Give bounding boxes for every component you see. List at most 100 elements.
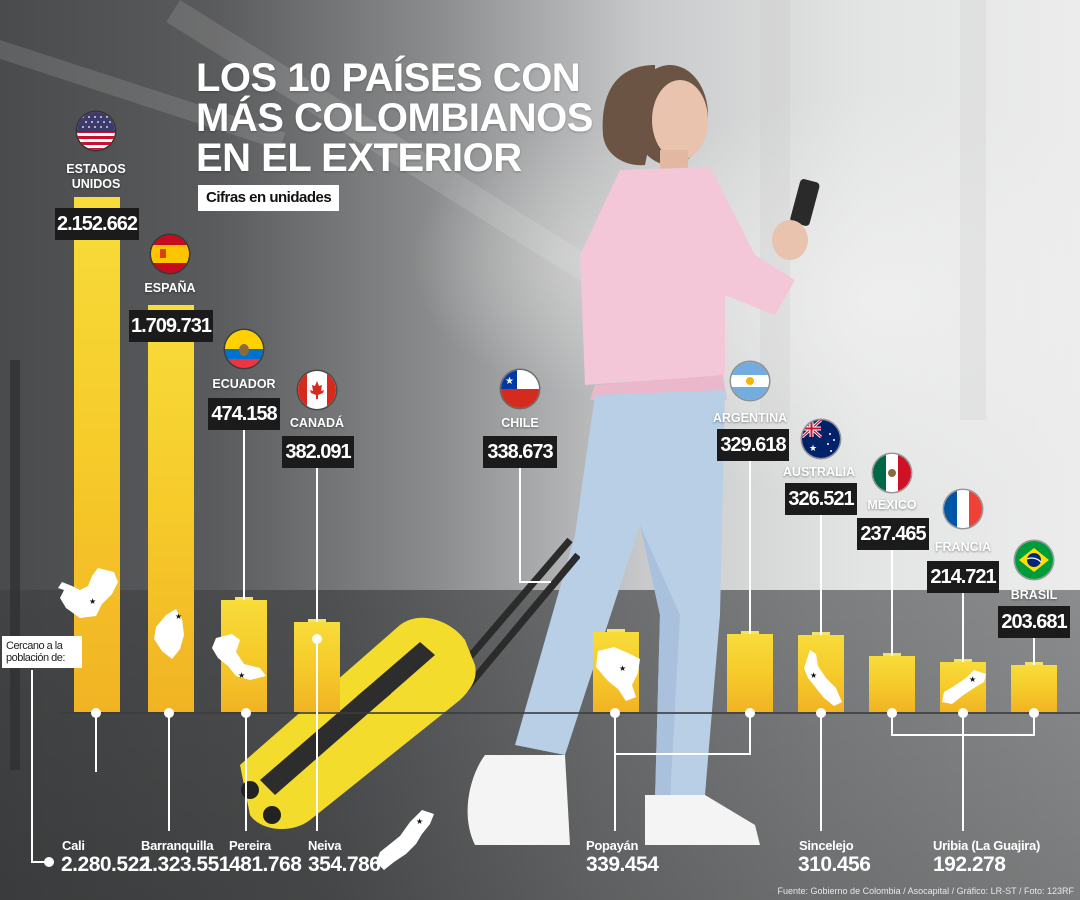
city-label-pereira: Pereira: [229, 838, 271, 853]
baseline-dot: [610, 708, 620, 718]
city-value-barranquilla: 1.323.551: [141, 853, 230, 876]
baseline-dot: [164, 708, 174, 718]
near-label-line: [31, 670, 33, 862]
page-title: LOS 10 PAÍSES CON MÁS COLOMBIANOS EN EL …: [196, 58, 593, 178]
connector-francia: [962, 593, 964, 662]
spain-flag-icon: [151, 235, 189, 273]
country-label-australia: AUSTRALIA: [782, 465, 856, 479]
column: [760, 0, 790, 420]
city-line-uribia: [962, 716, 964, 831]
suitcase-photo: [240, 537, 580, 830]
title-line-1: LOS 10 PAÍSES CON: [196, 56, 581, 100]
map-la-guajira: ★: [942, 670, 986, 704]
svg-text:★: ★: [969, 675, 976, 684]
city-value-pereira: 481.768: [229, 853, 302, 876]
city-line-popayan-h: [614, 753, 751, 755]
bar-dot-canada: [312, 634, 322, 644]
value-australia: 326.521: [785, 483, 857, 515]
us-flag-icon: [77, 112, 115, 150]
baseline-dot: [816, 708, 826, 718]
country-label-francia: FRANCIA: [934, 540, 992, 554]
svg-text:★: ★: [809, 443, 817, 453]
connector-argentina: [749, 461, 751, 634]
map-valle-del-cauca: ★: [58, 568, 118, 618]
map-sucre: ★: [804, 650, 842, 706]
city-value-cali: 2.280.522: [61, 853, 150, 876]
title-line-3: EN EL EXTERIOR: [196, 136, 522, 180]
svg-text:★: ★: [619, 664, 626, 673]
canada-flag-icon: [298, 371, 336, 409]
chile-flag-icon: ★: [501, 370, 539, 408]
city-label-cali: Cali: [62, 838, 85, 853]
baseline-dot: [958, 708, 968, 718]
connector-australia: [820, 515, 822, 635]
city-line-argentina: [749, 716, 751, 754]
city-label-barranquilla: Barranquilla: [141, 838, 214, 853]
near-label-dot: [44, 857, 54, 867]
rail: [10, 360, 20, 770]
map-risaralda: ★: [212, 634, 266, 680]
connector-mexico: [891, 550, 893, 656]
value-francia: 214.721: [927, 561, 999, 593]
country-label-canada: CANADÁ: [289, 416, 345, 430]
country-label-chile: CHILE: [501, 416, 539, 430]
city-line-brasil: [1033, 716, 1035, 735]
bar-argentina[interactable]: [727, 631, 773, 712]
baseline-dot: [745, 708, 755, 718]
country-name-line1: ESTADOS: [66, 162, 126, 176]
country-label-brasil: BRASIL: [1010, 588, 1058, 602]
value-estados-unidos: 2.152.662: [55, 208, 139, 240]
city-line-popayan: [614, 716, 616, 831]
connector-brasil: [1033, 638, 1035, 665]
city-line-mexico: [891, 716, 893, 735]
city-line-pereira: [245, 716, 247, 831]
connector-chile-h: [519, 581, 551, 583]
france-flag-icon: [944, 490, 982, 528]
city-label-popayan: Popayán: [586, 838, 639, 853]
svg-text:★: ★: [89, 597, 96, 606]
value-brasil: 203.681: [998, 606, 1070, 638]
country-label-estados-unidos: ESTADOS UNIDOS: [56, 162, 136, 192]
country-label-mexico: MÉXICO: [867, 498, 917, 512]
country-label-espana: ESPAÑA: [144, 281, 196, 295]
country-name-line2: UNIDOS: [71, 177, 121, 191]
near-label-line-h: [31, 861, 47, 863]
map-cauca: ★: [596, 647, 640, 701]
map-atlantico: ★: [154, 609, 184, 659]
value-chile: 338.673: [483, 436, 557, 468]
city-line-barranquilla: [168, 716, 170, 831]
value-mexico: 237.465: [857, 518, 929, 550]
city-line-cali: [95, 716, 97, 772]
baseline-dot: [91, 708, 101, 718]
ecuador-flag-icon: [225, 330, 263, 368]
baseline-dot: [241, 708, 251, 718]
city-label-neiva: Neiva: [308, 838, 342, 853]
value-argentina: 329.618: [717, 429, 789, 461]
city-value-sincelejo: 310.456: [798, 853, 871, 876]
brazil-flag-icon: [1015, 541, 1053, 579]
city-line-sincelejo: [820, 716, 822, 831]
city-label-sincelejo: Sincelejo: [799, 838, 854, 853]
mexico-flag-icon: [873, 454, 911, 492]
country-label-ecuador: ECUADOR: [212, 377, 276, 391]
argentina-flag-icon: [731, 362, 769, 400]
baseline-dot: [887, 708, 897, 718]
city-label-uribia: Uribia (La Guajira): [933, 838, 1040, 853]
bar-mexico[interactable]: [869, 653, 915, 712]
map-huila: ★: [376, 810, 434, 870]
connector-ecuador: [243, 430, 245, 600]
value-espana: 1.709.731: [129, 310, 213, 342]
woman-photo: [467, 65, 820, 845]
source-credit: Fuente: Gobierno de Colombia / Asocapita…: [777, 886, 1074, 896]
svg-text:★: ★: [416, 817, 423, 826]
bar-brasil[interactable]: [1011, 662, 1057, 712]
bar-estados-unidos[interactable]: [74, 197, 120, 712]
svg-text:★: ★: [505, 376, 514, 387]
value-ecuador: 474.158: [208, 398, 280, 430]
near-population-label: Cercano a la población de:: [2, 636, 82, 668]
country-label-argentina: ARGENTINA: [712, 411, 788, 425]
svg-text:★: ★: [175, 612, 182, 621]
city-line-neiva: [316, 640, 318, 831]
chart-baseline: [58, 712, 1080, 714]
